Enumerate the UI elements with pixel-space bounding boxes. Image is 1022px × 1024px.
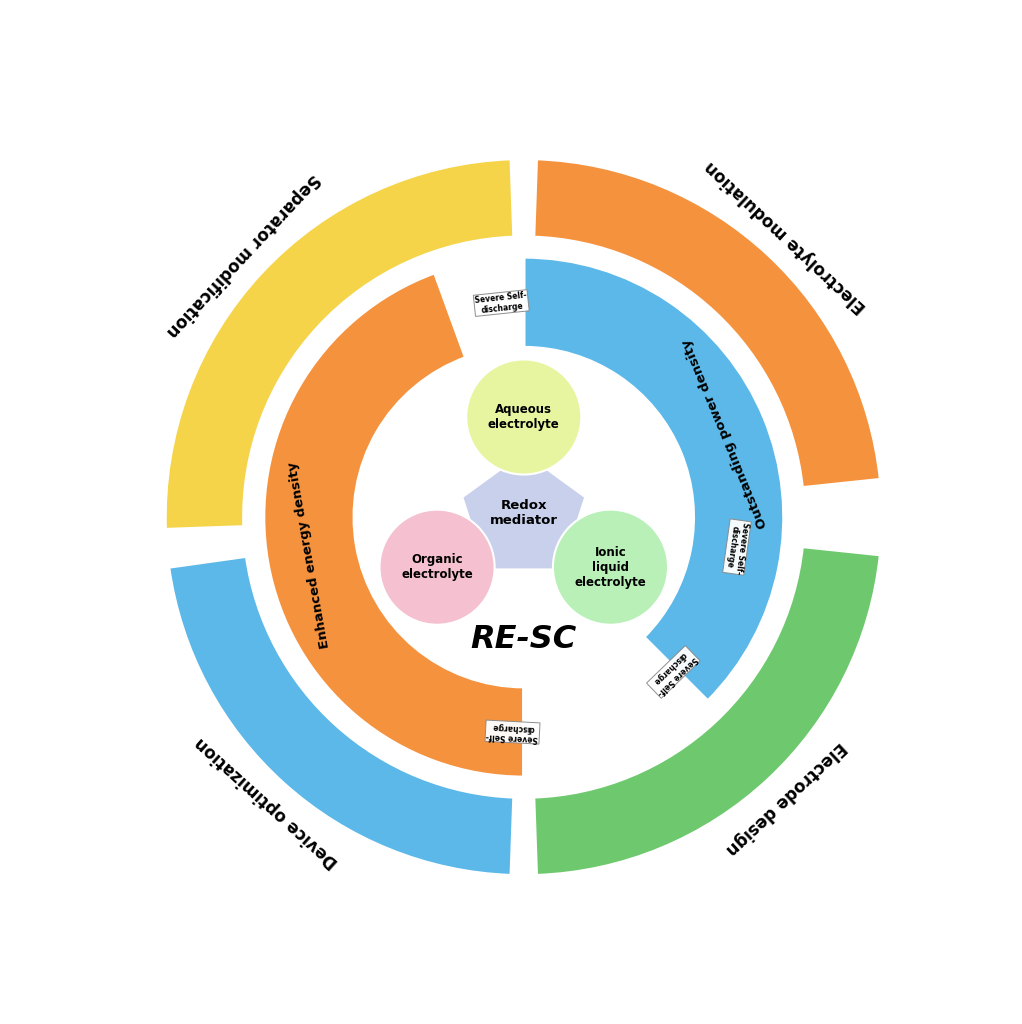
Text: Severe Self-
discharge: Severe Self- discharge: [648, 647, 699, 697]
Circle shape: [553, 510, 668, 625]
Wedge shape: [165, 159, 514, 529]
Text: Outstanding power density: Outstanding power density: [680, 337, 770, 530]
Text: Aqueous
electrolyte: Aqueous electrolyte: [487, 403, 560, 431]
Text: Severe Self-
discharge: Severe Self- discharge: [724, 520, 750, 574]
Text: Electrolyte modulation: Electrolyte modulation: [701, 157, 870, 315]
Text: Electrode design: Electrode design: [722, 737, 849, 858]
Polygon shape: [462, 453, 586, 569]
Circle shape: [466, 359, 582, 474]
Wedge shape: [264, 272, 523, 777]
Wedge shape: [533, 159, 881, 487]
Wedge shape: [533, 547, 881, 876]
Text: Enhanced energy density: Enhanced energy density: [286, 461, 332, 649]
Text: Severe Self-
discharge: Severe Self- discharge: [474, 291, 528, 315]
Wedge shape: [524, 257, 784, 701]
Text: Device optimization: Device optimization: [191, 733, 342, 871]
Circle shape: [379, 510, 495, 625]
Text: Redox
mediator: Redox mediator: [490, 499, 558, 527]
Text: RE-SC: RE-SC: [471, 624, 576, 654]
Text: Separator modification: Separator modification: [162, 170, 323, 341]
Text: Organic
electrolyte: Organic electrolyte: [402, 553, 473, 582]
Text: Ionic
liquid
electrolyte: Ionic liquid electrolyte: [574, 546, 646, 589]
Text: Severe Self-
discharge: Severe Self- discharge: [486, 721, 539, 743]
Wedge shape: [169, 556, 514, 876]
Circle shape: [355, 347, 693, 687]
